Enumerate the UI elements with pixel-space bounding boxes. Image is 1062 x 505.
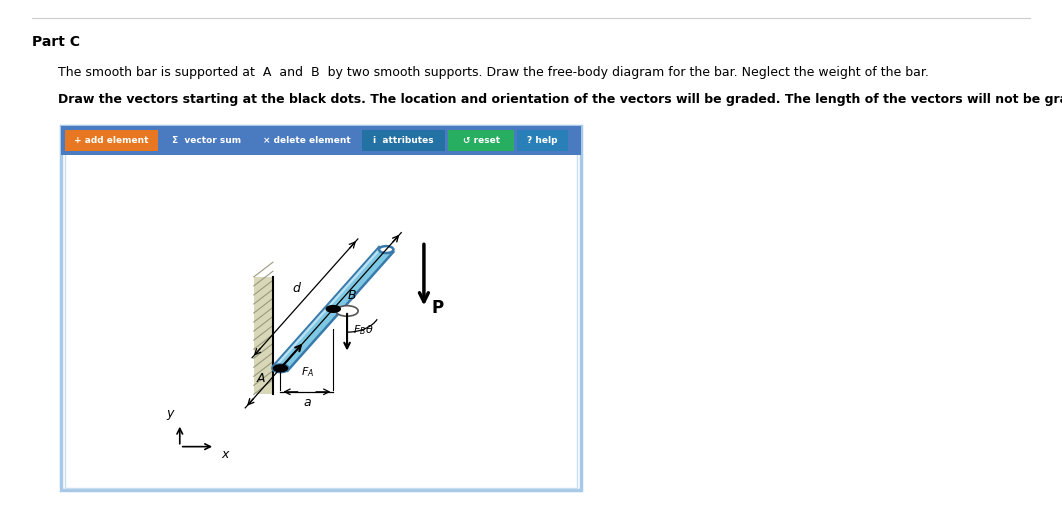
Bar [61, 126, 581, 156]
Circle shape [336, 306, 358, 316]
Text: A: A [257, 372, 266, 385]
Text: The smooth bar is supported at  A  and  B  by two smooth supports. Draw the free: The smooth bar is supported at A and B b… [58, 66, 929, 79]
Text: Part C: Part C [32, 35, 80, 49]
Text: i  attributes: i attributes [373, 136, 434, 145]
Circle shape [326, 306, 340, 312]
Text: d: d [292, 282, 299, 295]
Text: $\theta$: $\theta$ [364, 323, 373, 335]
Bar [362, 130, 445, 151]
Bar [161, 130, 252, 151]
Bar [65, 130, 158, 151]
Circle shape [379, 246, 393, 253]
Bar [255, 130, 359, 151]
Text: ? help: ? help [528, 136, 558, 145]
Text: Σ  vector sum: Σ vector sum [172, 136, 241, 145]
Bar [61, 126, 581, 490]
Circle shape [272, 365, 289, 372]
Bar [254, 277, 273, 394]
Polygon shape [274, 247, 393, 371]
Text: P: P [431, 298, 444, 317]
Text: B: B [347, 289, 356, 302]
Text: $F_B$: $F_B$ [353, 323, 366, 337]
Bar [448, 130, 514, 151]
Text: + add element: + add element [74, 136, 149, 145]
Text: Draw the vectors starting at the black dots. The location and orientation of the: Draw the vectors starting at the black d… [58, 93, 1062, 107]
Circle shape [273, 365, 288, 372]
Polygon shape [274, 247, 382, 367]
Bar [65, 128, 577, 488]
Text: ↺ reset: ↺ reset [463, 136, 499, 145]
Bar [517, 130, 568, 151]
Text: y: y [167, 407, 174, 420]
Text: x: x [221, 448, 228, 461]
Text: a: a [303, 396, 311, 409]
Text: $F_A$: $F_A$ [302, 366, 314, 379]
Text: × delete element: × delete element [263, 136, 350, 145]
